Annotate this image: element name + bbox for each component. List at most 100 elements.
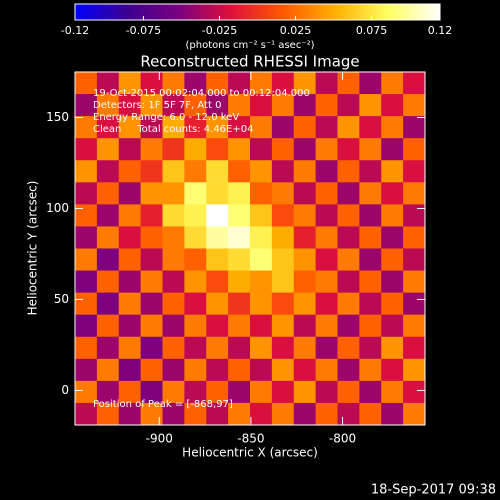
annotation: Detectors: 1F 5F 7F, Att 0 xyxy=(93,100,221,111)
heatmap-cell xyxy=(293,292,317,316)
heatmap-cell xyxy=(184,336,207,360)
colorbar xyxy=(74,3,441,21)
heatmap-cell xyxy=(359,402,382,426)
heatmap-cell xyxy=(271,336,295,360)
colorbar-tick-label: 0.12 xyxy=(428,24,453,37)
heatmap-cell xyxy=(118,72,142,95)
heatmap-cell xyxy=(315,314,338,338)
colorbar-tick-label: 0.025 xyxy=(280,24,312,37)
heatmap-cell xyxy=(271,138,295,161)
heatmap-cell xyxy=(118,138,142,161)
heatmap-cell xyxy=(75,270,98,294)
heatmap-cell xyxy=(315,226,338,249)
heatmap-cell xyxy=(293,116,317,139)
heatmap-cell xyxy=(162,72,185,95)
heatmap-cell xyxy=(381,402,404,426)
heatmap-cell xyxy=(96,358,120,382)
heatmap-cell xyxy=(293,248,317,272)
heatmap-cell xyxy=(250,380,273,404)
heatmap-cell xyxy=(140,72,163,95)
heatmap-cell xyxy=(75,380,98,404)
heatmap-cell xyxy=(381,248,404,272)
heatmap-cell xyxy=(337,204,360,227)
heatmap-cell xyxy=(140,292,163,316)
heatmap-cell xyxy=(206,292,229,316)
heatmap-cell xyxy=(315,160,338,183)
heatmap-cell xyxy=(250,292,273,316)
heatmap-cell xyxy=(403,402,426,426)
heatmap-cell xyxy=(403,204,426,227)
heatmap-cell xyxy=(293,336,317,360)
heatmap-cell xyxy=(337,292,360,316)
heatmap-cell xyxy=(293,204,317,227)
heatmap-cell xyxy=(315,116,338,139)
heatmap-cell xyxy=(359,138,382,161)
heatmap-cell xyxy=(75,226,98,249)
heatmap-cell xyxy=(140,182,163,205)
heatmap-cell xyxy=(228,336,251,360)
heatmap-cell xyxy=(337,116,360,139)
heatmap-cell xyxy=(359,314,382,338)
heatmap-cell xyxy=(162,358,185,382)
heatmap-cell xyxy=(337,336,360,360)
heatmap-cell xyxy=(403,292,426,316)
heatmap-cell xyxy=(162,116,185,139)
annotation: Energy Range: 6.0 - 12.0 keV xyxy=(93,112,239,123)
heatmap-cell xyxy=(271,358,295,382)
heatmap-cell xyxy=(381,314,404,338)
heatmap-cell xyxy=(359,336,382,360)
heatmap-cell xyxy=(293,226,317,249)
y-tick-label: 0 xyxy=(61,383,69,397)
heatmap-cell xyxy=(250,94,273,117)
heatmap-cell xyxy=(184,72,207,95)
heatmap-cell xyxy=(403,182,426,205)
heatmap-cell xyxy=(118,380,142,404)
heatmap-cell xyxy=(271,160,295,183)
heatmap-cell xyxy=(250,402,273,426)
heatmap-cell xyxy=(315,380,338,404)
heatmap-cell xyxy=(118,248,142,272)
heatmap-cell xyxy=(206,336,229,360)
heatmap-cell xyxy=(184,116,207,139)
plot-frame xyxy=(74,71,426,426)
heatmap-cell xyxy=(75,72,98,95)
heatmap-cell xyxy=(228,72,251,95)
heatmap-cell xyxy=(118,182,142,205)
heatmap-cell xyxy=(271,380,295,404)
colorbar-label: (photons cm⁻² s⁻¹ asec⁻²) xyxy=(185,40,314,51)
heatmap-cell xyxy=(315,336,338,360)
heatmap-cell xyxy=(140,402,163,426)
heatmap-cell xyxy=(228,292,251,316)
heatmap-cell xyxy=(75,336,98,360)
heatmap-cell xyxy=(96,248,120,272)
heatmap-cell xyxy=(206,160,229,183)
heatmap-cell xyxy=(403,270,426,294)
heatmap-cell xyxy=(140,358,163,382)
heatmap-cell xyxy=(96,160,120,183)
heatmap-cell xyxy=(75,94,98,117)
heatmap-cell xyxy=(162,336,185,360)
heatmap-cell xyxy=(140,160,163,183)
heatmap-cell xyxy=(337,138,360,161)
heatmap-cell xyxy=(162,226,185,249)
heatmap-cell xyxy=(359,204,382,227)
heatmap-cell xyxy=(118,116,142,139)
heatmap-cell xyxy=(250,182,273,205)
heatmap-cell xyxy=(359,160,382,183)
heatmap-cell xyxy=(162,402,185,426)
heatmap-cell xyxy=(162,94,185,117)
heatmap-cell xyxy=(206,72,229,95)
heatmap-cell xyxy=(75,314,98,338)
heatmap-cell xyxy=(206,402,229,426)
heatmap-cell xyxy=(403,336,426,360)
heatmap-cell xyxy=(228,270,251,294)
heatmap-cell xyxy=(250,204,273,227)
heatmap-cell xyxy=(271,270,295,294)
heatmap-cell xyxy=(271,204,295,227)
heatmap-cell xyxy=(162,292,185,316)
heatmap-cell xyxy=(315,204,338,227)
heatmap-cell xyxy=(184,182,207,205)
heatmap-cell xyxy=(184,226,207,249)
heatmap-cell xyxy=(206,314,229,338)
y-tick-label: 150 xyxy=(46,110,69,124)
